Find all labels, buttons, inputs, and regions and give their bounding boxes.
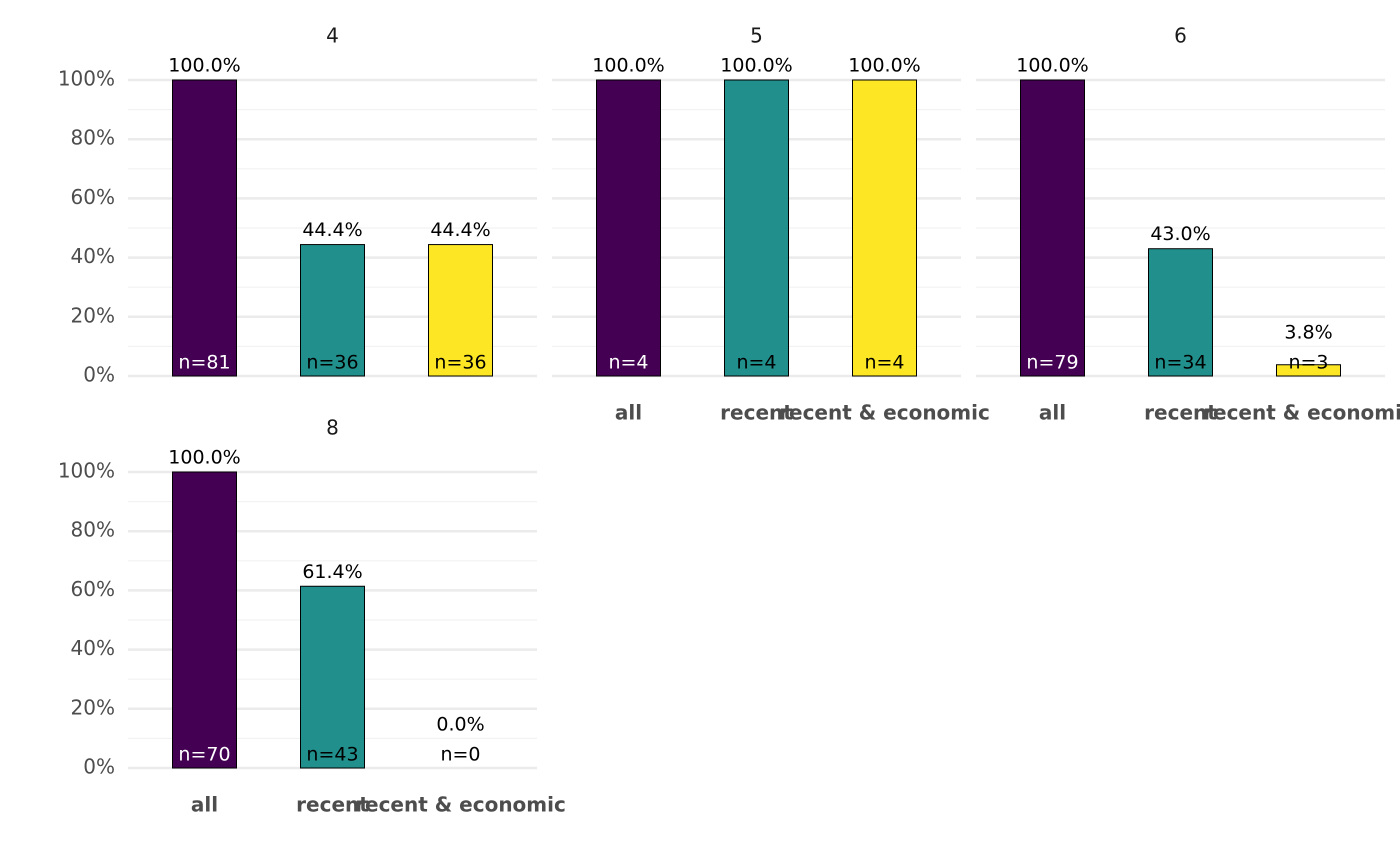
count-label: n=70 [178,744,230,766]
x-tick-label: recent [1144,401,1217,425]
count-label: n=3 [1288,352,1328,374]
x-tick-label: recent & economic [779,401,990,425]
value-label: 61.4% [302,561,362,583]
bar [1148,248,1213,377]
y-tick-label: 0% [83,755,115,779]
bar [300,244,365,377]
y-tick-label: 20% [71,303,115,327]
value-label: 44.4% [430,219,490,241]
value-label: 44.4% [302,219,362,241]
count-label: n=4 [864,352,904,374]
y-tick-label: 80% [71,126,115,150]
bar [1276,364,1341,377]
count-label: n=4 [736,352,776,374]
x-tick-label: all [191,793,218,817]
y-tick-label: 60% [71,185,115,209]
value-label: 100.0% [720,55,792,77]
x-tick-label: recent & economic [1203,401,1400,425]
bar [428,244,493,377]
value-label: 100.0% [168,447,240,469]
y-tick-label: 40% [71,244,115,268]
value-label: 3.8% [1284,322,1332,344]
panel-title: 4 [326,24,339,48]
x-tick-label: recent [720,401,793,425]
count-label: n=36 [434,352,486,374]
count-label: n=81 [178,352,230,374]
y-tick-label: 20% [71,695,115,719]
count-label: n=36 [306,352,358,374]
value-label: 100.0% [1016,55,1088,77]
y-tick-label: 100% [58,459,115,483]
y-tick-label: 60% [71,577,115,601]
bar [724,79,789,377]
value-label: 100.0% [592,55,664,77]
bar [1020,79,1085,377]
count-label: n=4 [608,352,648,374]
bar [852,79,917,377]
value-label: 0.0% [436,714,484,736]
value-label: 43.0% [1150,223,1210,245]
bar [172,471,237,769]
y-tick-label: 80% [71,518,115,542]
bar [300,585,365,769]
y-tick-label: 40% [71,636,115,660]
bar [172,79,237,377]
x-tick-label: all [615,401,642,425]
x-tick-label: all [1039,401,1066,425]
bar [596,79,661,377]
panel-title: 5 [750,24,763,48]
value-label: 100.0% [168,55,240,77]
count-label: n=0 [440,744,480,766]
x-tick-label: recent & economic [355,793,566,817]
panel-title: 8 [326,416,339,440]
y-tick-label: 0% [83,363,115,387]
x-tick-label: recent [296,793,369,817]
count-label: n=34 [1154,352,1206,374]
panel-title: 6 [1174,24,1187,48]
y-tick-label: 100% [58,67,115,91]
count-label: n=79 [1026,352,1078,374]
value-label: 100.0% [848,55,920,77]
count-label: n=43 [306,744,358,766]
